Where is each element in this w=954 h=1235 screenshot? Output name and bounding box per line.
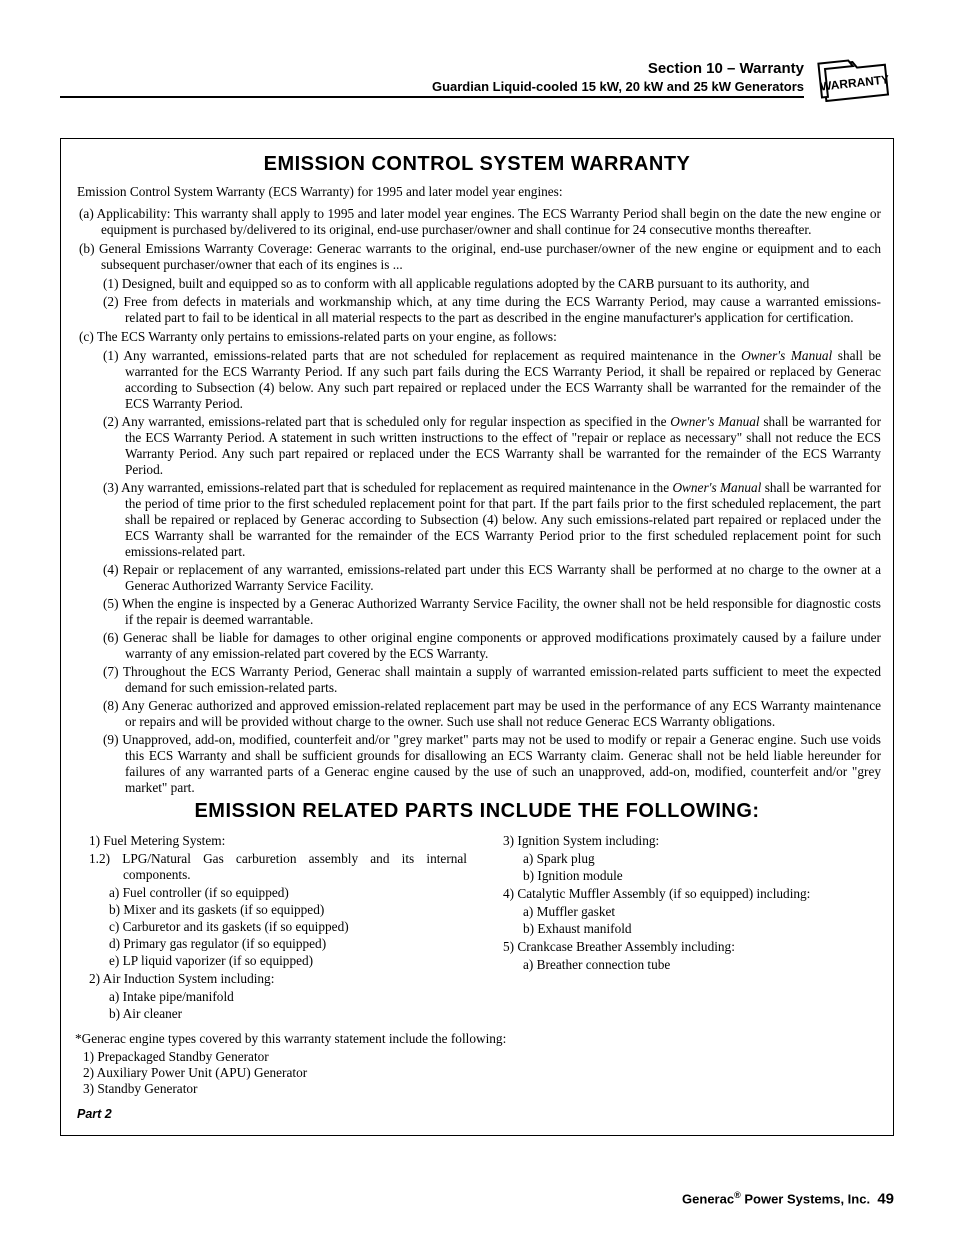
- left-1b: b) Mixer and its gaskets (if so equipped…: [73, 902, 467, 918]
- c1-ital: Owner's Manual: [741, 348, 832, 363]
- page-footer: Generac® Power Systems, Inc. 49: [682, 1190, 894, 1207]
- header-text-block: Section 10 – Warranty Guardian Liquid-co…: [60, 60, 894, 94]
- item-a: (a) Applicability: This warranty shall a…: [73, 206, 881, 238]
- c3-ital: Owner's Manual: [672, 480, 761, 495]
- left-1e: e) LP liquid vaporizer (if so equipped): [73, 953, 467, 969]
- warranty-folder-icon: WARRANTY: [814, 52, 894, 102]
- item-c: (c) The ECS Warranty only pertains to em…: [73, 329, 881, 345]
- right-5a: a) Breather connection tube: [487, 957, 881, 973]
- item-b2: (2) Free from defects in materials and w…: [73, 294, 881, 326]
- right-4a: a) Muffler gasket: [487, 904, 881, 920]
- part-2-label: Part 2: [77, 1107, 881, 1121]
- item-c5: (5) When the engine is inspected by a Ge…: [73, 596, 881, 628]
- parts-col-left: 1) Fuel Metering System: 1.2) LPG/Natura…: [73, 831, 467, 1023]
- left-1a: a) Fuel controller (if so equipped): [73, 885, 467, 901]
- item-c7: (7) Throughout the ECS Warranty Period, …: [73, 664, 881, 696]
- engine-type-1: 1) Prepackaged Standby Generator: [83, 1049, 881, 1065]
- item-c3: (3) Any warranted, emissions-related par…: [73, 480, 881, 560]
- item-b1: (1) Designed, built and equipped so as t…: [73, 276, 881, 292]
- item-c8: (8) Any Generac authorized and approved …: [73, 698, 881, 730]
- page-header: Section 10 – Warranty Guardian Liquid-co…: [60, 60, 894, 98]
- star-note: *Generac engine types covered by this wa…: [75, 1031, 881, 1047]
- item-c4: (4) Repair or replacement of any warrant…: [73, 562, 881, 594]
- left-1c: c) Carburetor and its gaskets (if so equ…: [73, 919, 467, 935]
- left-1: 1) Fuel Metering System:: [73, 833, 467, 849]
- warranty-box: EMISSION CONTROL SYSTEM WARRANTY Emissio…: [60, 138, 894, 1136]
- c2-a: (2) Any warranted, emissions-related par…: [103, 414, 670, 429]
- footer-brand: Generac: [682, 1191, 734, 1206]
- right-4: 4) Catalytic Muffler Assembly (if so equ…: [487, 886, 881, 902]
- item-c2: (2) Any warranted, emissions-related par…: [73, 414, 881, 478]
- c2-ital: Owner's Manual: [670, 414, 759, 429]
- right-3b: b) Ignition module: [487, 868, 881, 884]
- left-2: 2) Air Induction System including:: [73, 971, 467, 987]
- left-2b: b) Air cleaner: [73, 1006, 467, 1022]
- page-number: 49: [877, 1190, 894, 1207]
- parts-col-right: 3) Ignition System including: a) Spark p…: [487, 831, 881, 1023]
- left-1d: d) Primary gas regulator (if so equipped…: [73, 936, 467, 952]
- item-c1: (1) Any warranted, emissions-related par…: [73, 348, 881, 412]
- section-subtitle: Guardian Liquid-cooled 15 kW, 20 kW and …: [60, 79, 804, 94]
- right-3: 3) Ignition System including:: [487, 833, 881, 849]
- footer-company: Power Systems, Inc.: [741, 1191, 870, 1206]
- item-b: (b) General Emissions Warranty Coverage:…: [73, 241, 881, 273]
- engine-type-3: 3) Standby Generator: [83, 1081, 881, 1097]
- right-3a: a) Spark plug: [487, 851, 881, 867]
- section-title: Section 10 – Warranty: [60, 60, 804, 77]
- warranty-title: EMISSION CONTROL SYSTEM WARRANTY: [73, 153, 881, 176]
- intro-text: Emission Control System Warranty (ECS Wa…: [77, 184, 881, 200]
- header-rule: [60, 96, 804, 98]
- registered-icon: ®: [734, 1190, 741, 1200]
- right-5: 5) Crankcase Breather Assembly including…: [487, 939, 881, 955]
- page: Section 10 – Warranty Guardian Liquid-co…: [0, 0, 954, 1235]
- c3-a: (3) Any warranted, emissions-related par…: [103, 480, 672, 495]
- parts-title: EMISSION RELATED PARTS INCLUDE THE FOLLO…: [73, 800, 881, 823]
- left-2a: a) Intake pipe/manifold: [73, 989, 467, 1005]
- left-1-2: 1.2) LPG/Natural Gas carburetion assembl…: [73, 851, 467, 883]
- item-c9: (9) Unapproved, add-on, modified, counte…: [73, 732, 881, 796]
- parts-columns: 1) Fuel Metering System: 1.2) LPG/Natura…: [73, 831, 881, 1023]
- item-c6: (6) Generac shall be liable for damages …: [73, 630, 881, 662]
- engine-type-2: 2) Auxiliary Power Unit (APU) Generator: [83, 1065, 881, 1081]
- c1-a: (1) Any warranted, emissions-related par…: [103, 348, 741, 363]
- right-4b: b) Exhaust manifold: [487, 921, 881, 937]
